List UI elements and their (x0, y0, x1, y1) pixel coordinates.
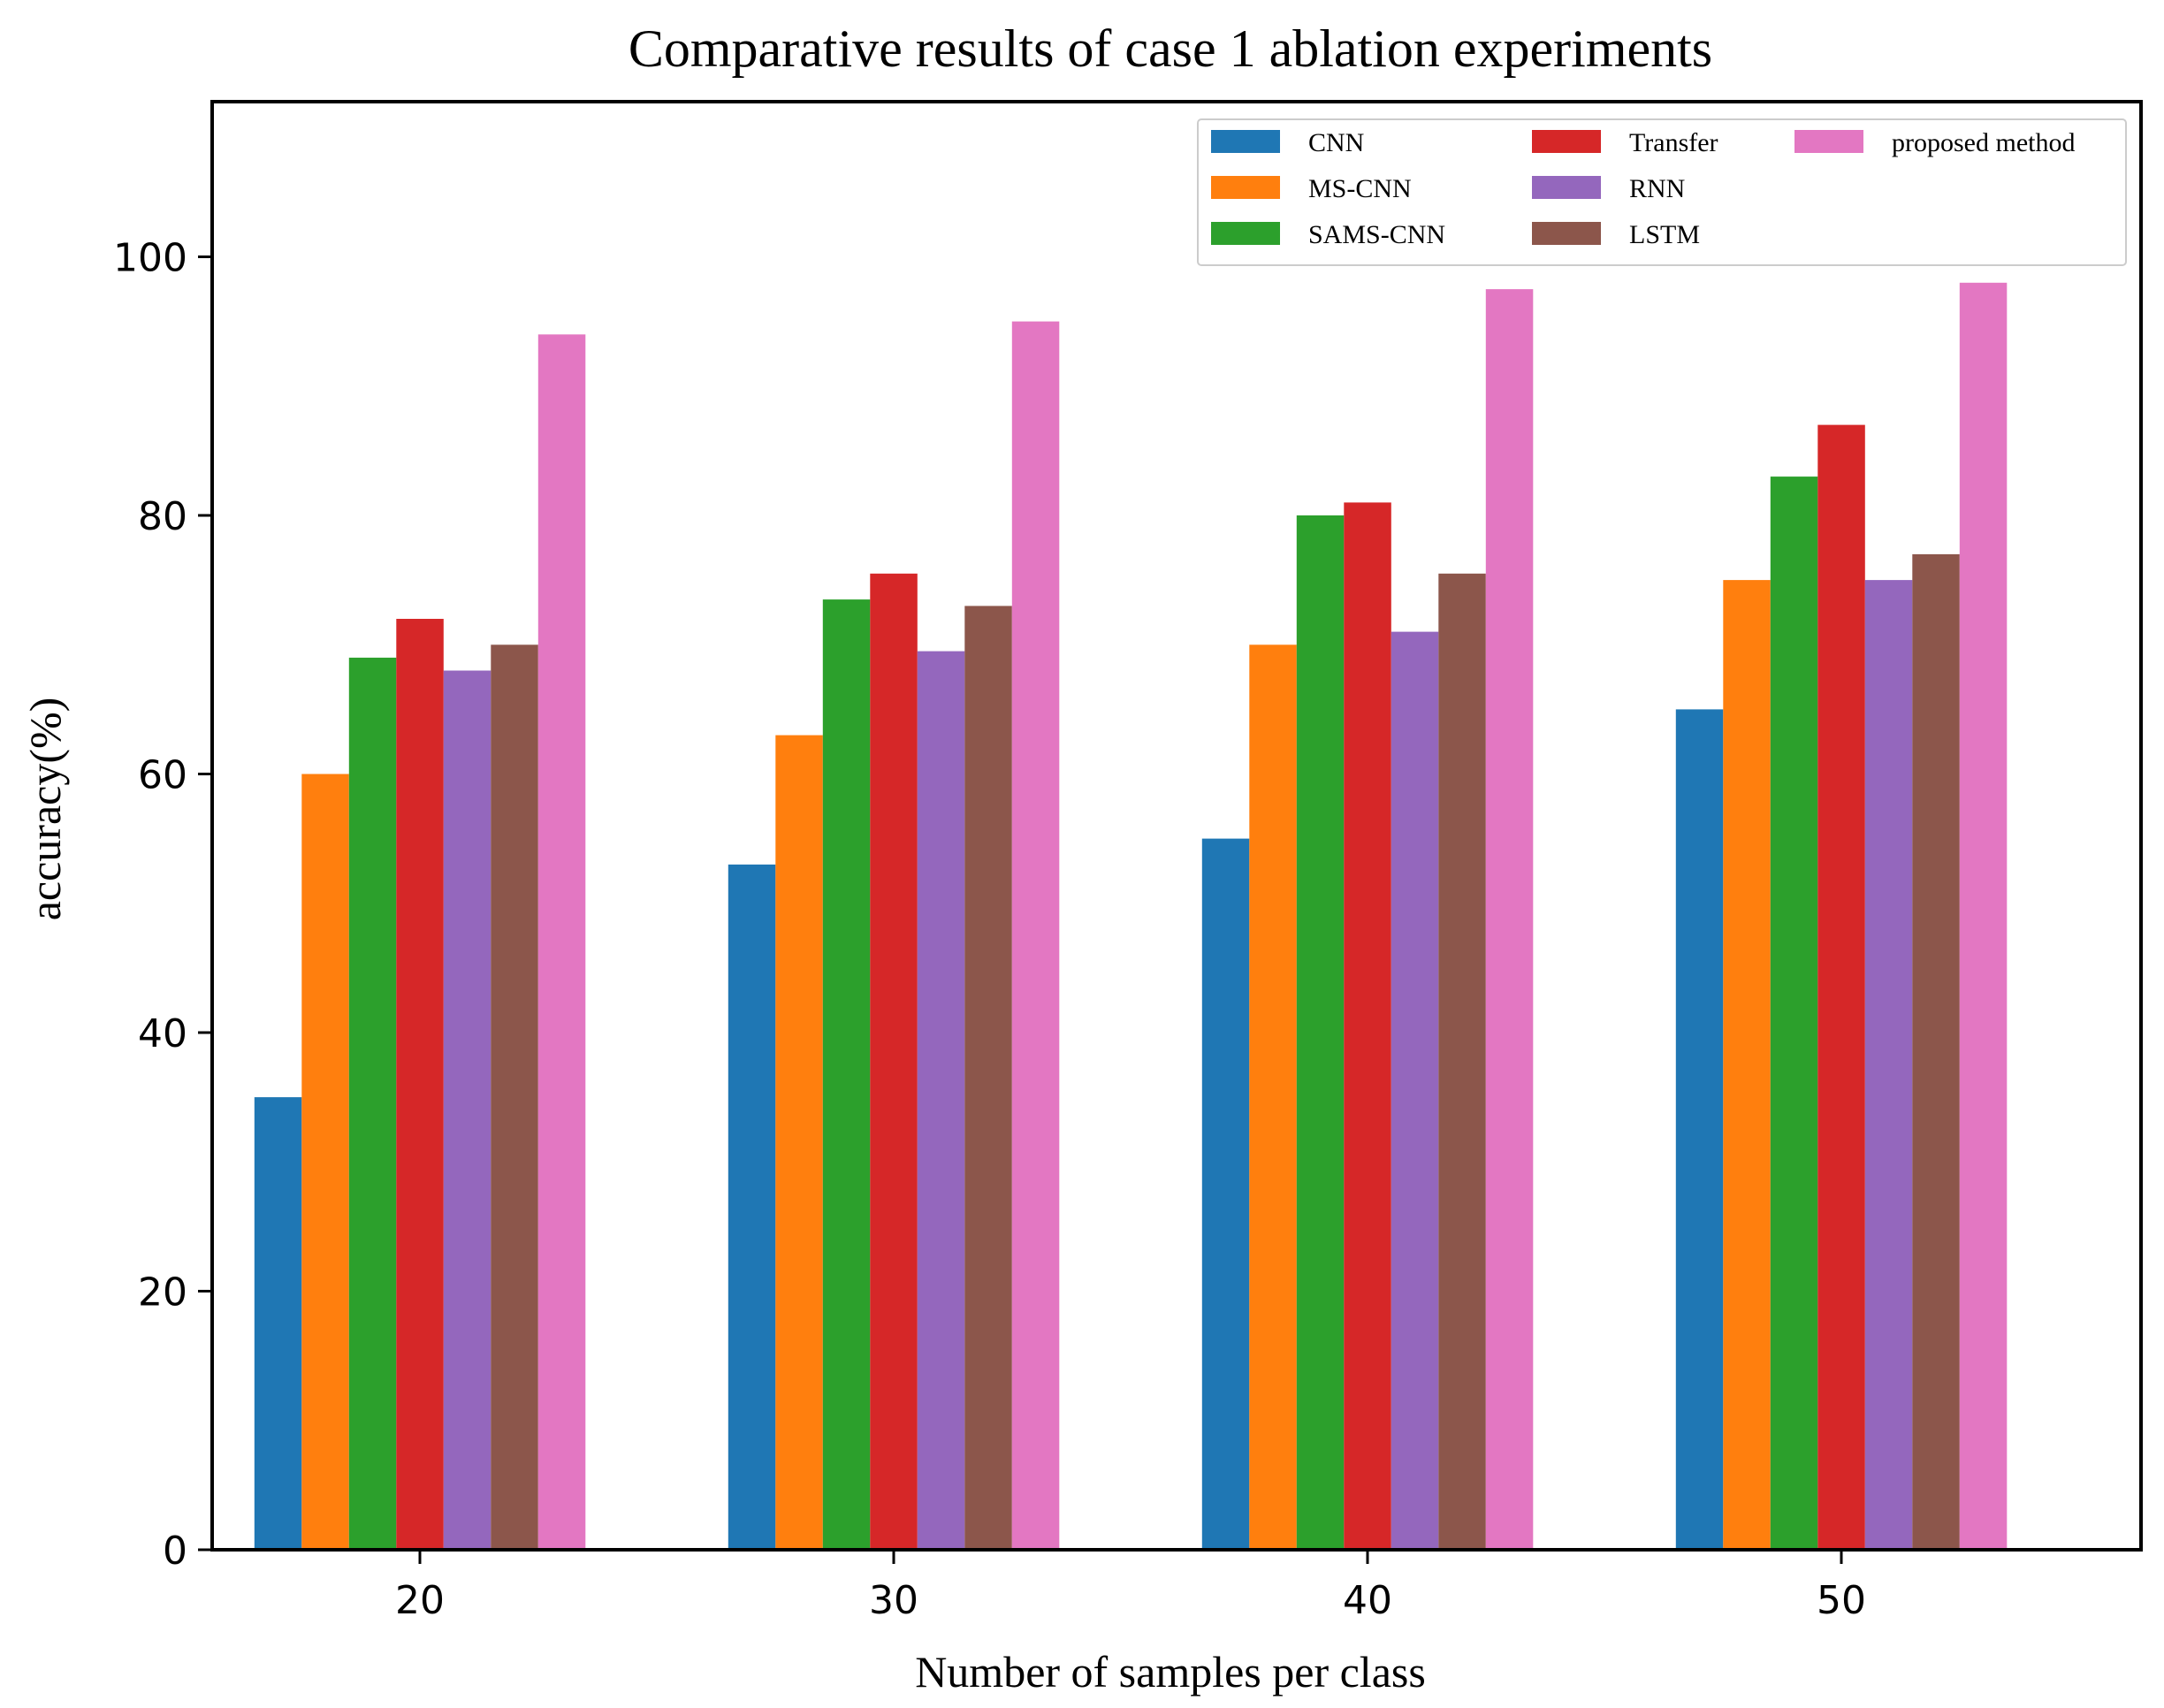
bar-ms-cnn-40 (1249, 644, 1297, 1551)
legend-label-sams-cnn: SAMS-CNN (1308, 220, 1445, 249)
x-tick-label: 50 (1817, 1578, 1866, 1623)
bars-group (254, 282, 2008, 1551)
y-tick-label: 100 (113, 236, 187, 281)
bar-proposed-method-50 (1959, 282, 2008, 1551)
bar-cnn-30 (728, 864, 776, 1550)
bar-ms-cnn-30 (775, 735, 823, 1550)
y-tick-label: 80 (138, 494, 187, 539)
bar-rnn-20 (443, 670, 491, 1550)
x-tick-label: 30 (869, 1578, 918, 1623)
x-tick-label: 20 (395, 1578, 445, 1623)
bar-proposed-method-40 (1485, 289, 1534, 1551)
legend-swatch-lstm (1532, 222, 1601, 245)
x-axis-label: Number of samples per class (915, 1647, 1426, 1697)
x-tick-label: 40 (1343, 1578, 1392, 1623)
y-axis: 0 20 40 60 80 100 (113, 236, 212, 1574)
legend-box (1197, 118, 2127, 266)
legend-label-transfer: Transfer (1629, 128, 1718, 157)
bar-transfer-30 (870, 573, 918, 1550)
legend-label-ms-cnn: MS-CNN (1308, 174, 1412, 203)
legend-swatch-proposed-method (1794, 130, 1863, 153)
legend-swatch-rnn (1532, 176, 1601, 199)
bar-lstm-30 (964, 606, 1012, 1550)
y-tick-label: 60 (138, 753, 187, 798)
bar-transfer-20 (396, 619, 444, 1550)
bar-lstm-40 (1438, 573, 1486, 1550)
legend-swatch-ms-cnn (1211, 176, 1280, 199)
y-tick-label: 40 (138, 1011, 187, 1056)
y-axis-label: accuracy(%) (20, 698, 70, 921)
bar-rnn-50 (1864, 580, 1913, 1550)
bar-transfer-50 (1817, 424, 1865, 1551)
bar-cnn-40 (1201, 838, 1250, 1550)
plot-frame (210, 100, 2143, 1552)
bar-lstm-50 (1912, 553, 1960, 1550)
bar-transfer-40 (1344, 502, 1391, 1550)
legend-label-lstm: LSTM (1629, 220, 1700, 249)
bar-proposed-method-20 (537, 334, 586, 1551)
legend-swatch-cnn (1211, 130, 1280, 153)
bar-rnn-40 (1391, 631, 1439, 1550)
x-axis: 20 30 40 50 (395, 1550, 1866, 1623)
bar-cnn-20 (254, 1097, 302, 1550)
bar-sams-cnn-30 (822, 599, 871, 1550)
bar-lstm-20 (491, 644, 538, 1551)
bar-sams-cnn-20 (348, 657, 397, 1550)
y-tick-label: 0 (163, 1529, 187, 1574)
legend-label-rnn: RNN (1629, 174, 1685, 203)
bar-rnn-30 (917, 651, 965, 1550)
legend-swatch-sams-cnn (1211, 222, 1280, 245)
bar-ms-cnn-20 (301, 774, 349, 1550)
legend-swatch-transfer (1532, 130, 1601, 153)
bar-sams-cnn-50 (1770, 477, 1818, 1550)
chart-title: Comparative results of case 1 ablation e… (629, 19, 1712, 78)
bar-sams-cnn-40 (1296, 515, 1345, 1550)
legend-label-cnn: CNN (1308, 128, 1364, 157)
legend-label-proposed-method: proposed method (1892, 128, 2075, 157)
legend: CNN MS-CNN SAMS-CNN Transfer RNN LSTM proposed… (1197, 118, 2127, 266)
bar-cnn-50 (1675, 709, 1724, 1550)
bar-ms-cnn-50 (1723, 580, 1771, 1550)
y-tick-label: 20 (138, 1270, 187, 1315)
bar-proposed-method-30 (1011, 321, 1060, 1551)
